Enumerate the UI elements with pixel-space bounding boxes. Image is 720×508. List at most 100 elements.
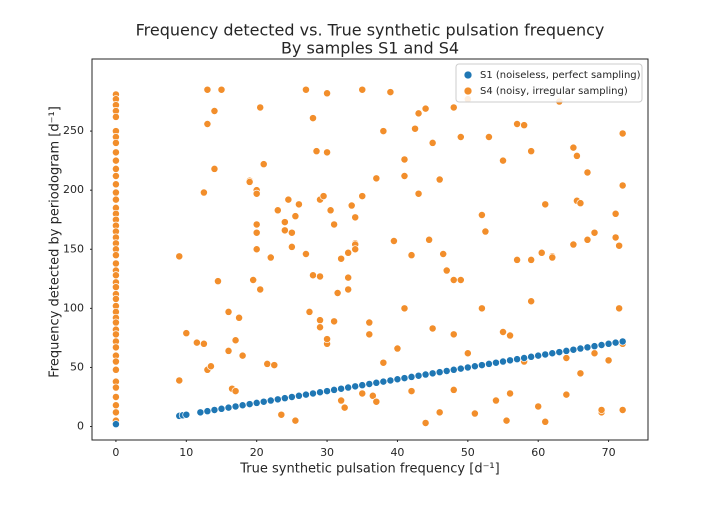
point: [273, 206, 282, 215]
point: [562, 390, 571, 399]
point: [615, 304, 624, 313]
point: [111, 408, 120, 417]
point: [590, 349, 599, 358]
point: [583, 343, 592, 352]
point: [224, 346, 233, 355]
point: [111, 383, 120, 392]
point: [435, 175, 444, 184]
point: [407, 251, 416, 260]
x-tick-label: 30: [320, 446, 334, 459]
point: [358, 389, 367, 398]
point: [111, 401, 120, 410]
point: [414, 109, 423, 118]
point: [263, 359, 272, 368]
point: [182, 329, 191, 338]
point: [259, 160, 268, 169]
point: [340, 403, 349, 412]
y-tick-label: 100: [63, 301, 84, 314]
point: [583, 168, 592, 177]
point: [302, 250, 310, 258]
point: [280, 218, 289, 227]
legend-label: S4 (noisy, irregular sampling): [480, 86, 628, 97]
point: [372, 174, 381, 183]
point: [217, 404, 226, 413]
point: [291, 212, 300, 221]
point: [111, 420, 120, 429]
point: [337, 384, 346, 393]
point: [111, 357, 120, 366]
point: [499, 156, 507, 165]
point: [484, 359, 493, 368]
point: [111, 343, 120, 352]
point: [499, 328, 507, 336]
point: [611, 209, 620, 218]
point: [217, 85, 226, 94]
point: [541, 417, 550, 426]
point: [569, 345, 578, 354]
point: [111, 283, 120, 292]
point: [425, 235, 434, 244]
point: [203, 85, 212, 94]
point: [224, 307, 233, 316]
point: [365, 318, 374, 327]
point: [421, 419, 430, 427]
point: [562, 346, 571, 355]
point: [252, 189, 261, 198]
point: [400, 374, 409, 383]
x-tick-label: 20: [250, 446, 264, 459]
point: [111, 172, 120, 180]
point: [238, 401, 247, 410]
x-tick-label: 10: [179, 446, 193, 459]
point: [611, 233, 620, 242]
point: [449, 103, 458, 112]
point: [541, 350, 550, 359]
point: [347, 201, 356, 210]
point: [421, 104, 430, 113]
point: [210, 164, 219, 173]
legend-marker: [463, 70, 473, 80]
point: [548, 349, 557, 358]
point: [365, 330, 374, 339]
point: [618, 129, 627, 138]
point: [456, 364, 465, 373]
point: [569, 240, 578, 249]
point: [414, 371, 423, 380]
point: [449, 385, 458, 394]
point: [477, 211, 486, 219]
point: [330, 317, 339, 326]
point: [358, 85, 367, 94]
point: [111, 251, 120, 260]
point: [252, 245, 261, 254]
point: [252, 228, 261, 237]
x-axis-label: True synthetic pulsation frequency [d⁻¹]: [239, 462, 499, 477]
point: [597, 341, 606, 349]
point: [323, 335, 332, 344]
point: [344, 273, 353, 282]
point: [111, 164, 120, 173]
point: [291, 416, 300, 425]
point: [477, 361, 486, 370]
point: [287, 242, 296, 251]
point: [326, 206, 335, 215]
point: [111, 271, 120, 280]
point: [428, 324, 437, 333]
point: [576, 369, 585, 378]
point: [365, 380, 374, 388]
point: [597, 406, 606, 414]
point: [583, 235, 592, 244]
point: [206, 362, 215, 371]
point: [520, 121, 529, 130]
point: [210, 406, 219, 414]
point: [192, 338, 201, 347]
point: [615, 241, 624, 250]
point: [111, 259, 120, 268]
point: [284, 195, 293, 204]
point: [333, 289, 342, 297]
point: [534, 402, 543, 411]
x-tick-label: 60: [531, 446, 545, 459]
point: [368, 391, 377, 400]
point: [576, 199, 585, 208]
legend: S1 (noiseless, perfect sampling) S4 (nois…: [455, 63, 643, 103]
point: [421, 370, 430, 379]
point: [316, 323, 324, 332]
